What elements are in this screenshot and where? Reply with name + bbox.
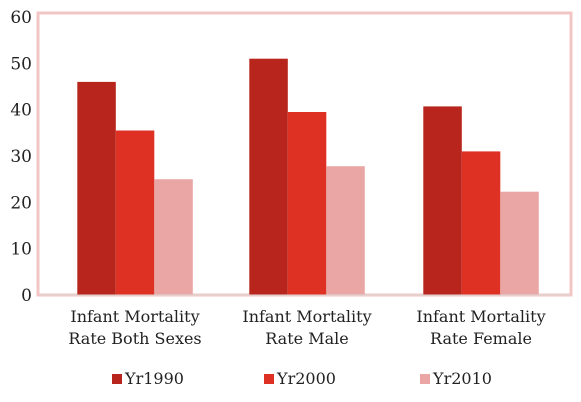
y-tick-label: 0	[21, 286, 32, 306]
bar-yr2000-0	[115, 130, 155, 295]
y-tick-label: 30	[10, 147, 32, 167]
bar-yr1990-0	[77, 81, 116, 296]
bar-yr2010-0	[154, 179, 193, 295]
category-label: Infant Mortality Rate Female	[416, 307, 545, 348]
y-tick-label: 50	[10, 54, 32, 74]
bar-yr2010-2	[500, 191, 539, 295]
legend: Yr1990 Yr2000 Yr2010	[112, 369, 492, 388]
category-label: Infant Mortality Rate Male	[242, 307, 371, 348]
y-tick-label: 10	[10, 240, 32, 260]
category-labels: Infant Mortality Rate Both Sexes Infant Mo…	[68, 307, 545, 348]
y-tick-label: 60	[10, 8, 32, 28]
legend-label: Yr2000	[276, 369, 336, 388]
bar-yr2010-1	[326, 166, 365, 295]
bar-yr1990-1	[249, 58, 288, 296]
bar-yr2000-2	[461, 151, 501, 295]
category-label: Infant Mortality Rate Both Sexes	[68, 307, 201, 348]
bars	[77, 58, 539, 296]
legend-label: Yr2010	[432, 369, 492, 388]
bar-yr1990-2	[423, 106, 462, 296]
y-tick-label: 40	[10, 101, 32, 121]
bar-yr2000-1	[287, 112, 327, 295]
legend-label: Yr1990	[124, 369, 184, 388]
y-tick-label: 20	[10, 193, 32, 213]
legend-swatch	[264, 374, 274, 384]
y-axis-ticks: 0 10 20 30 40 50 60	[10, 8, 32, 306]
legend-swatch	[420, 374, 430, 384]
legend-swatch	[112, 374, 122, 384]
